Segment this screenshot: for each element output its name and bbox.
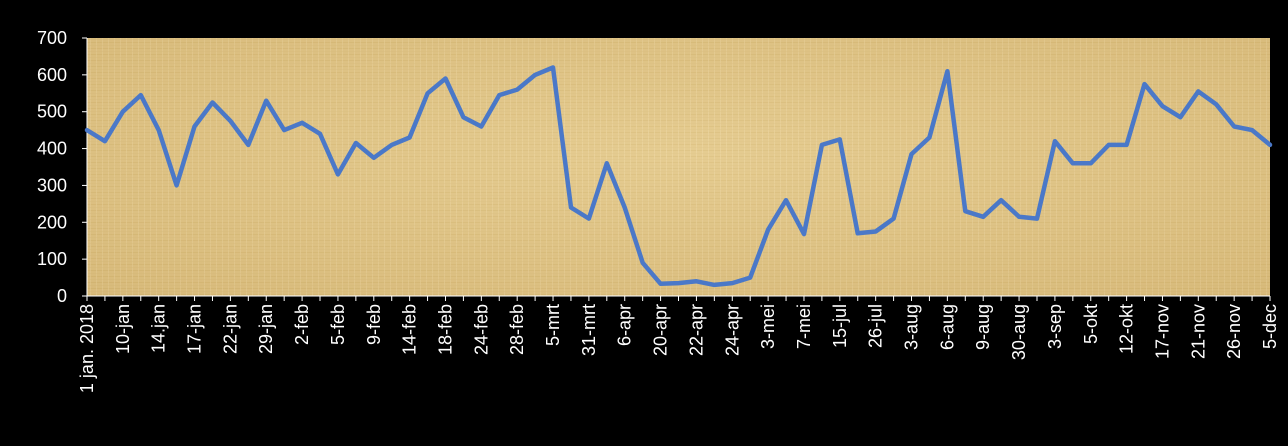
y-tick-label: 600 xyxy=(37,65,67,85)
x-tick-label: 3-sep xyxy=(1045,304,1065,349)
x-tick-label: 21-nov xyxy=(1188,304,1208,359)
y-tick-label: 400 xyxy=(37,139,67,159)
x-tick-label: 14.jan xyxy=(149,304,169,353)
x-tick-label: 26-jul xyxy=(866,304,886,348)
x-tick-label: 6-aug xyxy=(937,304,957,350)
x-tick-label: 26-nov xyxy=(1224,304,1244,359)
x-tick-label: 5-dec xyxy=(1260,304,1280,349)
x-tick-label: 5-feb xyxy=(328,304,348,345)
x-tick-label: 12-okt xyxy=(1117,304,1137,354)
x-tick-label: 24-feb xyxy=(471,304,491,355)
y-tick-label: 100 xyxy=(37,249,67,269)
y-tick-label: 0 xyxy=(57,286,67,306)
y-axis: 0 100 200 300 400 500 600 700 xyxy=(37,28,87,306)
x-tick-label: 9-aug xyxy=(973,304,993,350)
plot-area-shading xyxy=(87,38,1270,296)
x-tick-label: 22-jan xyxy=(220,304,240,354)
x-tick-label: 28-feb xyxy=(507,304,527,355)
x-tick-label: 10-jan xyxy=(113,304,133,354)
x-tick-label: 24-apr xyxy=(722,304,742,356)
x-tick-label: 14-feb xyxy=(400,304,420,355)
x-tick-label: 5-mrt xyxy=(543,304,563,346)
x-tick-label: 3-mei xyxy=(758,304,778,349)
y-tick-label: 500 xyxy=(37,102,67,122)
x-tick-label: 2-feb xyxy=(292,304,312,345)
x-tick-label: 6-apr xyxy=(615,304,635,346)
x-tick-label: 17-jan xyxy=(185,304,205,354)
x-tick-label: 20-apr xyxy=(651,304,671,356)
x-tick-label: 3-aug xyxy=(902,304,922,350)
y-tick-label: 200 xyxy=(37,212,67,232)
y-tick-label: 300 xyxy=(37,175,67,195)
x-tick-label: 5-okt xyxy=(1081,304,1101,344)
x-axis: 1 jan. 2018 10-jan 14.jan 17-jan 22-jan 29-ja… xyxy=(77,296,1280,393)
x-tick-label: 9-feb xyxy=(364,304,384,345)
x-tick-label: 7-mei xyxy=(794,304,814,349)
x-tick-label: 30-aug xyxy=(1009,304,1029,360)
y-tick-label: 700 xyxy=(37,28,67,48)
x-tick-label: 22-apr xyxy=(686,304,706,356)
x-tick-label: 18-feb xyxy=(435,304,455,355)
x-tick-label: 15-jul xyxy=(830,304,850,348)
x-tick-label: 1 jan. 2018 xyxy=(77,304,97,393)
x-tick-label: 17-nov xyxy=(1152,304,1172,359)
x-tick-label: 31-mrt xyxy=(579,304,599,356)
x-tick-label: 29-jan xyxy=(256,304,276,354)
